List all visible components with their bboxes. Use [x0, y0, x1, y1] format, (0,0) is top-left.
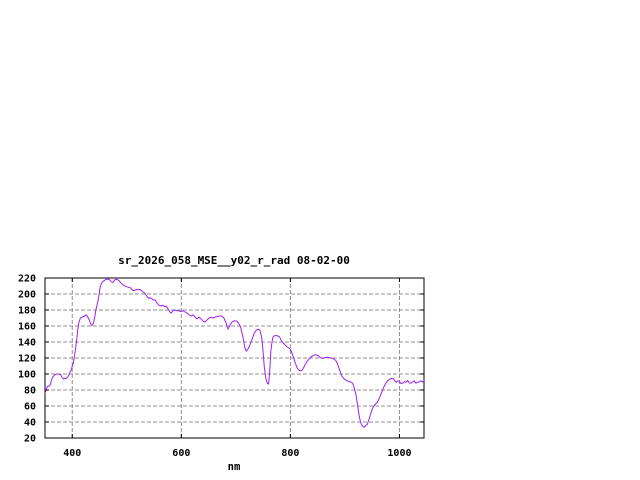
x-axis-label: nm	[228, 461, 241, 473]
chart-title: sr_2026_058_MSE__y02_r_rad 08-02-00	[118, 254, 350, 267]
x-tick-label-600: 600	[172, 448, 190, 459]
y-tick-label-220: 220	[18, 274, 36, 285]
y-tick-label-60: 60	[24, 402, 36, 413]
tick-labels: 20 40 60 80 100 120 140 160 180 200 220 400 600 800 10…	[18, 274, 412, 460]
y-tick-label-40: 40	[24, 418, 36, 429]
x-tick-label-1000: 1000	[387, 448, 411, 459]
y-tick-label-100: 100	[18, 370, 36, 381]
x-tick-label-800: 800	[281, 448, 299, 459]
plot-border	[44, 277, 425, 439]
spectrum-curve	[44, 278, 425, 428]
y-tick-label-20: 20	[24, 434, 36, 445]
y-tick-label-80: 80	[24, 386, 36, 397]
y-tick-label-200: 200	[18, 290, 36, 301]
y-tick-label-120: 120	[18, 354, 36, 365]
y-tick-label-140: 140	[18, 338, 36, 349]
x-tick-label-400: 400	[63, 448, 81, 459]
gridlines	[45, 278, 424, 438]
y-tick-label-180: 180	[18, 306, 36, 317]
y-tick-label-160: 160	[18, 322, 36, 333]
